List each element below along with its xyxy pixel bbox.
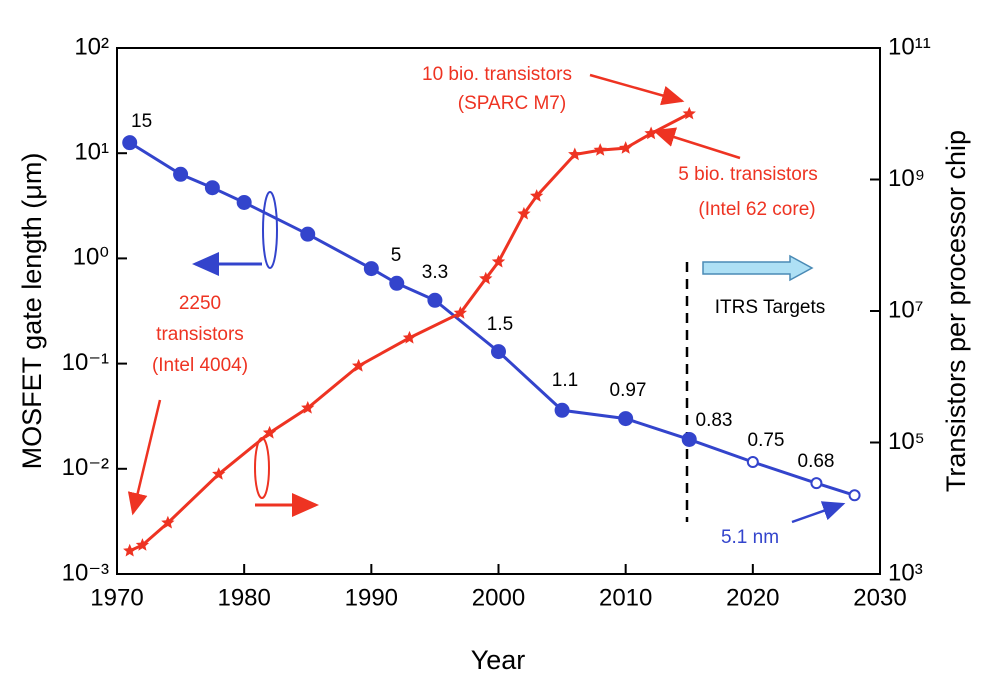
- circle-marker: [618, 411, 634, 427]
- y2-tick-label: 10¹¹: [888, 33, 931, 60]
- y-tick-label: 10⁻²: [62, 454, 109, 481]
- callout-arrow: [652, 127, 741, 160]
- circle-marker: [236, 194, 252, 210]
- annotation: 5 bio. transistors: [678, 164, 817, 185]
- callout-arrow: [589, 73, 685, 106]
- star-marker: [530, 189, 544, 202]
- circle-marker: [848, 489, 861, 502]
- x-tick-label: 2010: [599, 584, 652, 611]
- annotation: (SPARC M7): [458, 93, 566, 114]
- y2-tick-label: 10³: [888, 559, 923, 586]
- annotation: 5: [391, 245, 402, 266]
- annotation: ITRS Targets: [715, 297, 826, 318]
- star-marker: [568, 147, 582, 161]
- annotation: (Intel 4004): [152, 355, 248, 376]
- y-tick-label: 10²: [74, 33, 109, 60]
- circle-marker: [389, 275, 405, 291]
- star-marker: [123, 543, 137, 557]
- circle-marker: [491, 344, 506, 360]
- annotation: 0.83: [696, 410, 733, 431]
- callout-arrow: [127, 399, 162, 516]
- circle-marker: [173, 166, 189, 182]
- annotation: 3.3: [422, 262, 448, 283]
- star-marker: [301, 401, 315, 414]
- y2-tick-label: 10⁷: [888, 296, 923, 323]
- star-marker: [517, 206, 531, 220]
- series-ellipse: [262, 191, 278, 269]
- annotation: 0.75: [748, 430, 785, 451]
- y-tick-label: 10⁻³: [62, 559, 109, 586]
- star-marker: [682, 106, 696, 120]
- star-marker: [402, 330, 417, 344]
- star-marker: [491, 254, 506, 268]
- x-tick-label: 1990: [345, 584, 398, 611]
- annotation: 0.68: [798, 451, 835, 472]
- annotation: 0.97: [610, 380, 647, 401]
- x-tick-label: 2030: [853, 584, 906, 611]
- itrs-arrow: [702, 254, 814, 282]
- circle-marker: [363, 261, 379, 277]
- x-tick-label: 1980: [217, 584, 270, 611]
- circle-marker: [122, 135, 138, 151]
- y-tick-label: 10¹: [74, 139, 109, 166]
- star-marker: [135, 538, 150, 551]
- circle-marker: [554, 402, 570, 418]
- annotation: 1.1: [552, 370, 578, 391]
- star-marker: [479, 271, 493, 285]
- x-tick-label: 2000: [472, 584, 525, 611]
- star-marker: [593, 143, 607, 156]
- callout-arrow: [791, 501, 846, 524]
- y-axis-title: MOSFET gate length (μm): [17, 153, 47, 470]
- annotation: transistors: [156, 324, 244, 345]
- circle-marker: [681, 431, 697, 447]
- star-marker: [161, 515, 175, 529]
- annotation: 15: [131, 111, 152, 132]
- star-marker: [644, 126, 658, 140]
- circle-marker: [746, 456, 759, 469]
- annotation: 2250: [179, 293, 221, 314]
- circle-marker: [427, 292, 443, 308]
- circle-marker: [810, 477, 823, 490]
- circle-marker: [204, 180, 220, 196]
- annotation: 1.5: [487, 314, 513, 335]
- y2-axis-title: Transistors per processor chip: [941, 130, 971, 492]
- y2-tick-label: 10⁹: [888, 165, 925, 192]
- star-marker: [619, 141, 633, 154]
- y2-tick-label: 10⁵: [888, 428, 925, 455]
- star-marker: [453, 306, 467, 319]
- star-marker: [352, 358, 366, 372]
- y-tick-label: 10⁰: [73, 244, 109, 271]
- y-tick-label: 10⁻¹: [62, 349, 109, 376]
- circle-marker: [300, 226, 316, 242]
- annotation: (Intel 62 core): [698, 199, 815, 220]
- x-axis-title: Year: [471, 645, 526, 675]
- star-marker: [262, 425, 277, 439]
- annotation: 5.1 nm: [721, 527, 779, 548]
- x-tick-label: 1970: [90, 584, 143, 611]
- star-marker: [212, 467, 226, 480]
- series-ellipse: [254, 437, 270, 499]
- x-tick-label: 2020: [726, 584, 779, 611]
- annotation: 10 bio. transistors: [422, 64, 572, 85]
